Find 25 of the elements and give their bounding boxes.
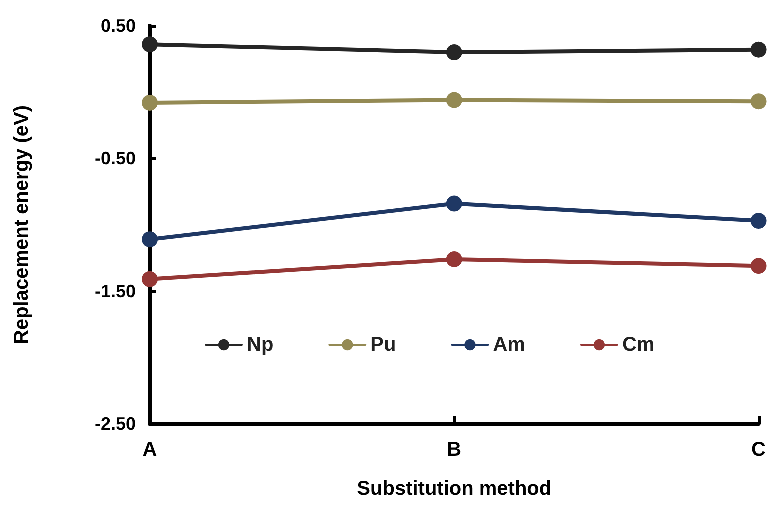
legend-label: Cm [622,334,655,356]
x-tick-label: C [752,439,766,461]
point [750,42,767,58]
x-axis-title: Substitution method [357,478,552,500]
point [446,251,462,268]
y-tick-label: -2.50 [94,414,136,434]
y-tick-label: -0.50 [94,148,136,169]
point [142,94,158,111]
point [142,271,158,288]
point [446,44,462,61]
point [446,196,462,212]
point [142,36,158,53]
x-tick-label: A [142,439,158,461]
y-axis-title: Replacement energy (eV) [11,106,33,344]
point [750,94,767,110]
point [142,232,158,248]
legend-label: Np [247,334,274,356]
y-tick-label: -1.50 [94,281,136,302]
y-tick-label: 0.50 [100,16,136,36]
point [750,258,767,274]
point [446,92,462,108]
legend-label: Pu [370,334,396,356]
legend-label: Am [493,334,526,356]
point [750,213,767,230]
x-tick-label: B [447,439,462,461]
